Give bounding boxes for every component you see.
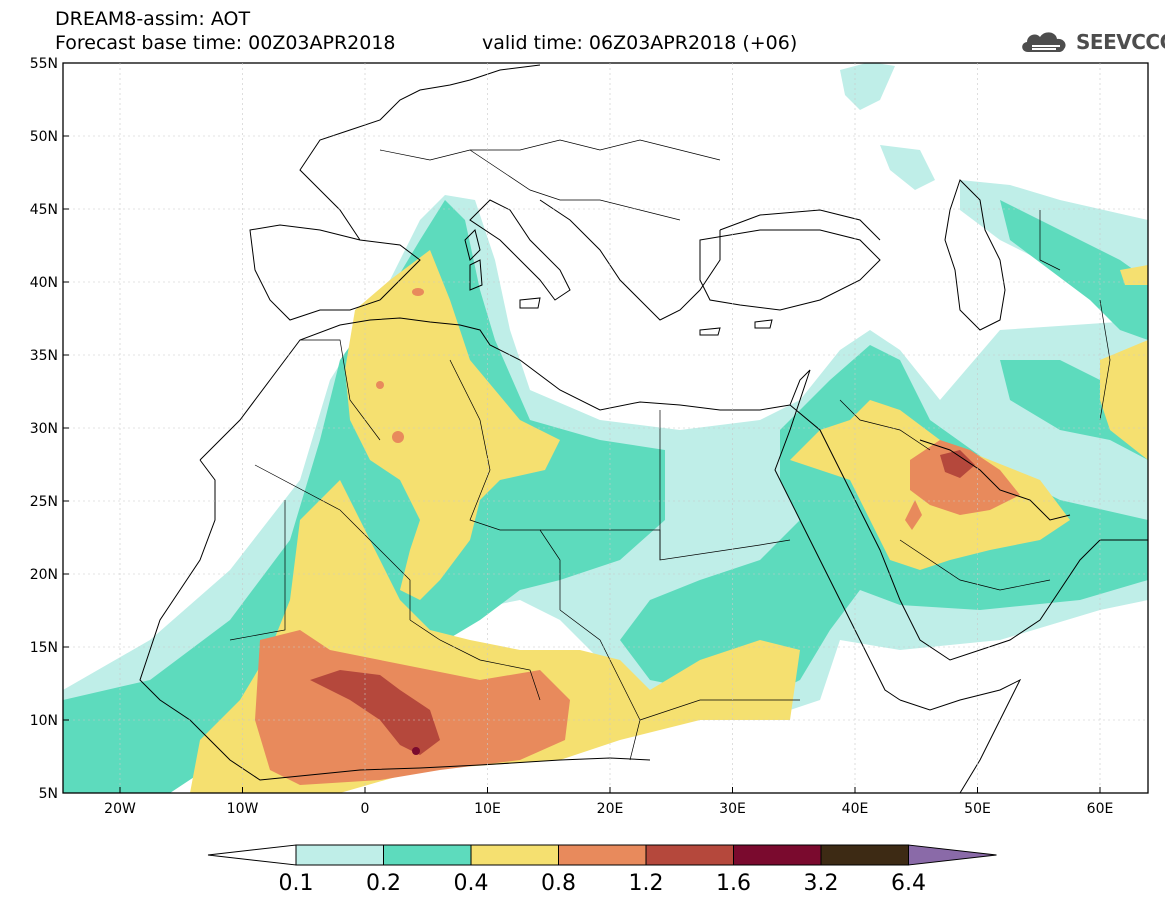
aot-field: [63, 63, 1148, 793]
colorbar-label: 3.2: [804, 871, 839, 896]
seevccc-logo: SEEVCCC: [1018, 26, 1165, 56]
lon-tick-label: 20W: [104, 801, 136, 817]
lon-tick-label: 30E: [719, 801, 746, 817]
valid-time: valid time: 06Z03APR2018 (+06): [482, 32, 798, 54]
aot-level-1-6: [412, 747, 420, 755]
lat-tick-label: 25N: [30, 494, 58, 510]
colorbar-swatch: [470, 844, 559, 866]
colorbar-swatch: [733, 844, 822, 866]
colorbar-swatch: [820, 844, 909, 866]
map-title: DREAM8-assim: AOT: [55, 8, 251, 30]
lat-tick-label: 15N: [30, 640, 58, 656]
colorbar-label: 6.4: [891, 871, 926, 896]
lat-tick-label: 5N: [39, 786, 58, 802]
lon-tick-label: 50E: [964, 801, 991, 817]
colorbar-swatch: [645, 844, 734, 866]
colorbar-label: 0.2: [366, 871, 401, 896]
longitude-axis: 20W 10W 0 10E 20E 30E 40E 50E 60E: [104, 787, 1113, 817]
gridlines: [63, 63, 1148, 793]
lon-tick-label: 40E: [842, 801, 869, 817]
colorbar-swatch: [558, 844, 647, 866]
latitude-axis: 55N 50N 45N 40N 35N 30N 25N 20N 15N 10N 5N: [30, 56, 69, 802]
colorbar-swatch: [383, 844, 472, 866]
lon-tick-label: 0: [361, 801, 370, 817]
lat-tick-label: 20N: [30, 567, 58, 583]
colorbar-label: 0.8: [541, 871, 576, 896]
lat-tick-label: 55N: [30, 56, 58, 72]
lon-tick-label: 60E: [1087, 801, 1114, 817]
country-borders: [229, 139, 1111, 761]
lat-tick-label: 30N: [30, 421, 58, 437]
lat-tick-label: 45N: [30, 202, 58, 218]
colorbar-label: 1.6: [716, 871, 751, 896]
colorbar-low-arrow: [207, 844, 297, 866]
aot-level-1-2: [310, 450, 975, 755]
lon-tick-label: 10E: [474, 801, 501, 817]
colorbar-label: 1.2: [629, 871, 664, 896]
colorbar-labels: 0.1 0.2 0.4 0.8 1.2 1.6 3.2 6.4: [279, 871, 927, 896]
lat-tick-label: 40N: [30, 275, 58, 291]
lat-tick-label: 50N: [30, 129, 58, 145]
colorbar-high-arrow: [908, 844, 997, 866]
lat-tick-label: 10N: [30, 713, 58, 729]
coastlines: [139, 64, 1148, 793]
lon-tick-label: 20E: [597, 801, 624, 817]
lon-tick-label: 10W: [227, 801, 259, 817]
colorbar-swatch: [295, 844, 384, 866]
colorbar: [207, 844, 997, 866]
logo-text: SEEVCCC: [1076, 30, 1165, 54]
colorbar-label: 0.4: [454, 871, 489, 896]
lat-tick-label: 35N: [30, 348, 58, 364]
cloud-icon: [1022, 32, 1066, 52]
forecast-base-time: Forecast base time: 00Z03APR2018: [55, 32, 396, 54]
colorbar-label: 0.1: [279, 871, 314, 896]
